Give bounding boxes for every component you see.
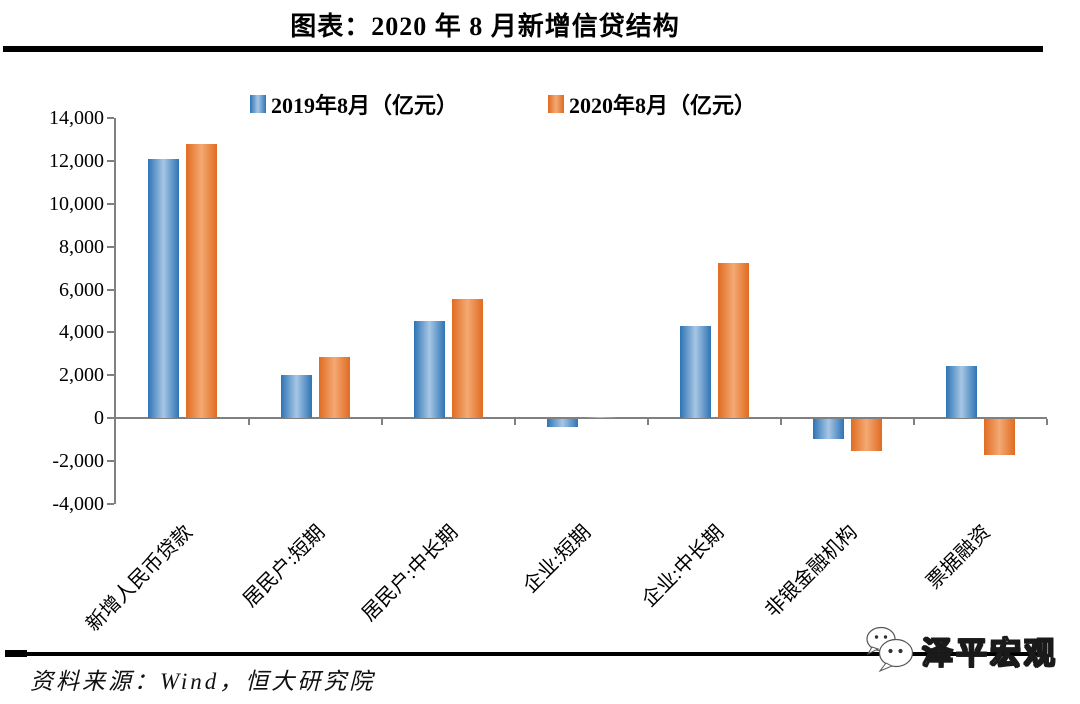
footer-divider-cap — [5, 650, 27, 657]
x-axis-category-label: 企业:中长期 — [638, 521, 729, 612]
x-axis-category-label: 居民户:短期 — [239, 521, 330, 612]
x-axis-category-label: 居民户:中长期 — [357, 521, 463, 626]
y-axis-tick — [107, 117, 114, 119]
bar-2019-非银金融机构 — [813, 419, 844, 440]
y-axis-tick-label: -2,000 — [52, 450, 104, 473]
x-axis-tick — [647, 419, 649, 426]
y-axis-tick-label: 10,000 — [49, 192, 104, 215]
x-axis-category-label: 非银金融机构 — [760, 521, 862, 622]
bar-2020-企业:短期 — [585, 417, 616, 419]
x-axis-tick — [913, 419, 915, 426]
x-axis-tick — [381, 419, 383, 426]
data-source-note: 资料来源：Wind，恒大研究院 — [30, 669, 376, 694]
y-axis-tick-label: 2,000 — [59, 364, 104, 387]
y-axis-tick-label: 6,000 — [59, 278, 104, 301]
title-divider-rule — [3, 46, 1043, 52]
legend-item-2019: 2019年8月（亿元） — [250, 88, 458, 120]
bar-2020-非银金融机构 — [851, 419, 882, 451]
y-axis-tick-label: 4,000 — [59, 321, 104, 344]
x-axis-category-label: 票据融资 — [922, 521, 995, 594]
bar-2019-企业:短期 — [547, 419, 578, 427]
y-axis-tick-label: -4,000 — [52, 493, 104, 515]
y-axis-tick — [107, 159, 114, 162]
x-axis-tick — [1046, 419, 1048, 426]
bar-2019-票据融资 — [946, 366, 977, 419]
y-axis-tick — [107, 202, 114, 205]
y-axis-tick — [107, 374, 114, 377]
brand-name: 泽平宏观 — [921, 635, 1058, 671]
bar-2020-新增人民币贷款 — [186, 143, 217, 419]
x-axis-category-label: 新增人民币贷款 — [81, 521, 197, 636]
bar-2019-企业:中长期 — [680, 326, 711, 419]
bar-2020-票据融资 — [984, 419, 1015, 456]
bar-2019-居民户:短期 — [281, 375, 312, 419]
y-axis-tick-label: 14,000 — [49, 107, 104, 129]
legend-swatch-2020 — [548, 95, 564, 113]
footer-divider-rule — [5, 652, 1043, 656]
y-axis-tick — [107, 288, 114, 291]
y-axis-tick — [107, 460, 114, 463]
y-axis-tick — [107, 331, 114, 334]
bar-2019-新增人民币贷款 — [148, 158, 179, 419]
x-axis-category-label: 企业:短期 — [519, 521, 596, 598]
legend-label-2020: 2020年8月（亿元） — [569, 93, 757, 118]
y-axis-tick — [107, 245, 114, 248]
bar-2020-企业:中长期 — [718, 262, 749, 419]
legend-label-2019: 2019年8月（亿元） — [271, 93, 459, 118]
x-axis-zero-line — [116, 417, 1047, 420]
legend-item-2020: 2020年8月（亿元） — [548, 88, 756, 120]
x-axis-tick — [514, 419, 516, 426]
y-axis-tick — [107, 417, 114, 420]
chart-title: 图表：2020 年 8 月新增信贷结构 — [290, 12, 680, 41]
y-axis-tick-label: 12,000 — [49, 149, 104, 172]
x-axis-tick — [780, 419, 782, 426]
y-axis-tick — [107, 503, 114, 505]
brand-watermark: 泽平宏观 — [864, 626, 1058, 674]
y-axis-tick-label: 0 — [94, 407, 104, 430]
bar-2020-居民户:中长期 — [452, 298, 483, 419]
y-axis-line — [114, 118, 116, 504]
wechat-icon — [866, 626, 914, 673]
x-axis-tick — [248, 419, 250, 426]
bar-2019-居民户:中长期 — [414, 320, 445, 419]
bar-2020-居民户:短期 — [319, 357, 350, 419]
y-axis-tick-label: 8,000 — [59, 235, 104, 258]
legend-swatch-2019 — [250, 95, 266, 113]
